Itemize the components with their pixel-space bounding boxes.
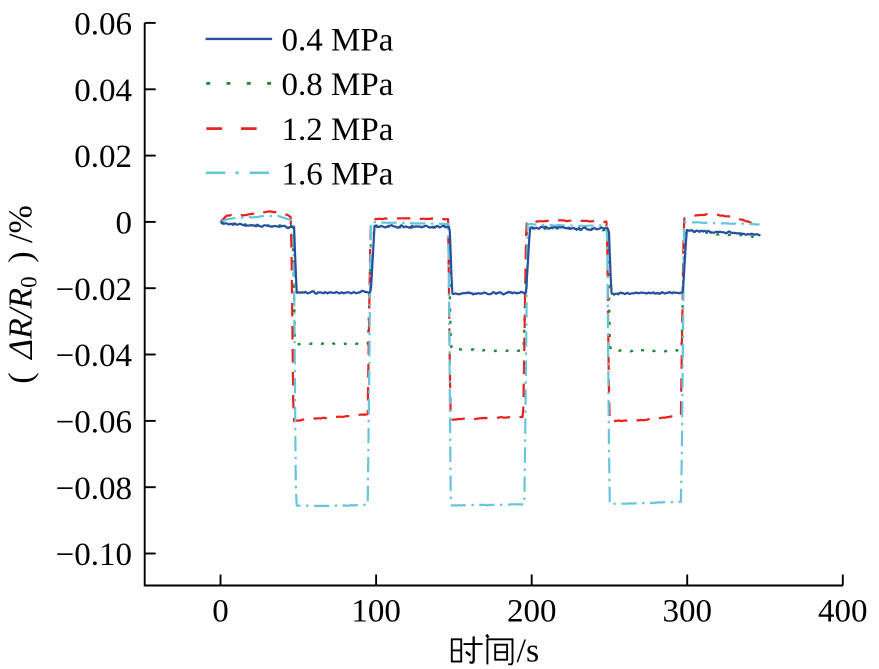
svg-text:( ΔR/R0 ) /%: ( ΔR/R0 ) /% [3,205,42,384]
svg-text:−0.06: −0.06 [56,405,132,441]
svg-text:0.04: 0.04 [74,73,132,109]
svg-text:−0.04: −0.04 [56,338,132,374]
svg-text:−0.08: −0.08 [56,471,132,507]
svg-text:200: 200 [507,594,557,630]
svg-text:/s: /s [517,633,540,669]
svg-text:0: 0 [212,594,229,630]
svg-text:−0.02: −0.02 [56,272,132,308]
svg-text:0.02: 0.02 [74,139,132,175]
svg-text:0.06: 0.06 [74,7,132,43]
svg-text:0.4 MPa: 0.4 MPa [282,23,394,59]
svg-text:−0.10: −0.10 [56,537,132,573]
svg-text:1.2 MPa: 1.2 MPa [282,112,394,148]
svg-text:0.8 MPa: 0.8 MPa [282,67,394,103]
svg-text:300: 300 [662,594,712,630]
svg-text:0: 0 [116,206,133,242]
svg-text:400: 400 [818,594,868,630]
svg-text:100: 100 [351,594,401,630]
svg-text:1.6 MPa: 1.6 MPa [282,156,394,192]
